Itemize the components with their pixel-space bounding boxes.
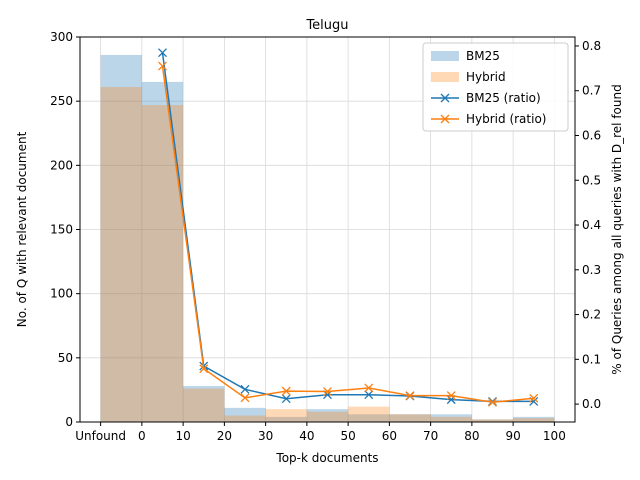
y-axis-label: No. of Q with relevant document (15, 131, 29, 327)
x-tick-label: 10 (175, 429, 190, 443)
bar-hybrid-6 (348, 406, 390, 422)
y-axis: 0 50 100 150 200 250 300 (50, 30, 80, 429)
bar-bm25-8 (430, 414, 472, 422)
bar-hybrid-8 (430, 416, 472, 422)
bar-bm25-0 (100, 54, 142, 422)
y2-tick-label: 0.6 (582, 128, 601, 142)
bar-bm25-9 (471, 419, 514, 422)
x-tick-label: 0 (138, 429, 146, 443)
bar-bm25-10 (513, 416, 555, 422)
bar-hybrid-7 (389, 414, 431, 422)
lines (158, 48, 539, 407)
bar-hybrid-2 (183, 388, 225, 422)
y-tick-label: 100 (50, 287, 73, 301)
bar-bm25-7 (389, 414, 431, 422)
y2-axis: 0.0 0.1 0.2 0.3 0.4 0.5 0.6 0.7 0.8 (575, 39, 601, 411)
y2-tick-label: 0.3 (582, 263, 601, 277)
legend-swatch (431, 51, 459, 61)
y-tick-label: 50 (58, 351, 73, 365)
legend-label: Hybrid (ratio) (466, 112, 546, 126)
chart-title: Telugu (305, 18, 348, 33)
bar-bm25-1 (141, 81, 184, 423)
bar-bm25-4 (265, 416, 307, 422)
legend-label: BM25 (ratio) (466, 91, 541, 105)
legend-label: Hybrid (466, 70, 506, 84)
x-tick-label: 30 (258, 429, 273, 443)
y2-tick-label: 0.2 (582, 308, 601, 322)
x-tick-label: 50 (340, 429, 355, 443)
y-tick-label: 0 (65, 415, 73, 429)
bar-bm25-5 (306, 409, 349, 422)
x-tick-label: 90 (505, 429, 520, 443)
bar-hybrid-10 (513, 418, 555, 422)
x-tick-label: 70 (423, 429, 438, 443)
y2-axis-label: % of Queries among all queries with D_re… (610, 84, 624, 374)
bar-bm25-3 (224, 407, 266, 422)
bar-hybrid-0 (100, 87, 142, 423)
bar-bm25-2 (183, 386, 225, 422)
point-marker (281, 386, 291, 396)
bar-bm25-6 (348, 414, 390, 422)
x-tick-label: Unfound (75, 429, 126, 443)
x-tick-label: 80 (464, 429, 479, 443)
bar-hybrid-5 (306, 411, 349, 422)
point-marker (281, 394, 291, 404)
point-marker (323, 387, 332, 397)
legend-label: BM25 (466, 49, 500, 63)
legend-box (422, 42, 569, 132)
line-hybrid-ratio- (161, 65, 534, 404)
x-axis: Unfound 0 10 20 30 40 50 60 70 80 90 100 (75, 422, 566, 443)
y2-tick-label: 0.1 (582, 352, 601, 366)
point-marker (158, 48, 167, 58)
x-tick-label: 20 (217, 429, 232, 443)
bar-hybrid-1 (141, 105, 184, 423)
x-tick-label: 100 (543, 429, 566, 443)
y-tick-label: 250 (50, 94, 73, 108)
bar-hybrid-4 (265, 409, 307, 422)
legend-swatch (431, 72, 459, 82)
bar-hybrid-3 (224, 415, 266, 422)
point-marker (529, 393, 539, 403)
legend: BM25 Hybrid BM25 (ratio) Hybrid (ratio) (422, 42, 569, 132)
y2-tick-label: 0.0 (582, 397, 601, 411)
x-tick-label: 40 (299, 429, 314, 443)
y-tick-label: 150 (50, 223, 73, 237)
y-tick-label: 300 (50, 30, 73, 44)
y2-tick-label: 0.8 (582, 39, 601, 53)
line-bm25-ratio- (161, 52, 534, 403)
point-marker (364, 390, 374, 400)
point-marker (364, 383, 374, 393)
point-marker (446, 395, 456, 405)
legend-marker (440, 93, 450, 103)
point-marker (240, 384, 250, 394)
point-marker (405, 391, 415, 401)
bar-hybrid-9 (471, 419, 514, 422)
y-tick-label: 200 (50, 158, 73, 172)
legend-marker (440, 114, 450, 124)
y2-tick-label: 0.7 (582, 84, 601, 98)
bars (100, 54, 555, 423)
y2-tick-label: 0.4 (582, 218, 601, 232)
point-marker (158, 61, 167, 71)
x-axis-label: Top-k documents (275, 451, 378, 465)
point-marker (240, 393, 250, 403)
y2-tick-label: 0.5 (582, 173, 601, 187)
point-marker (488, 397, 497, 407)
x-tick-label: 60 (382, 429, 397, 443)
point-marker (446, 391, 456, 401)
point-marker (199, 364, 209, 374)
